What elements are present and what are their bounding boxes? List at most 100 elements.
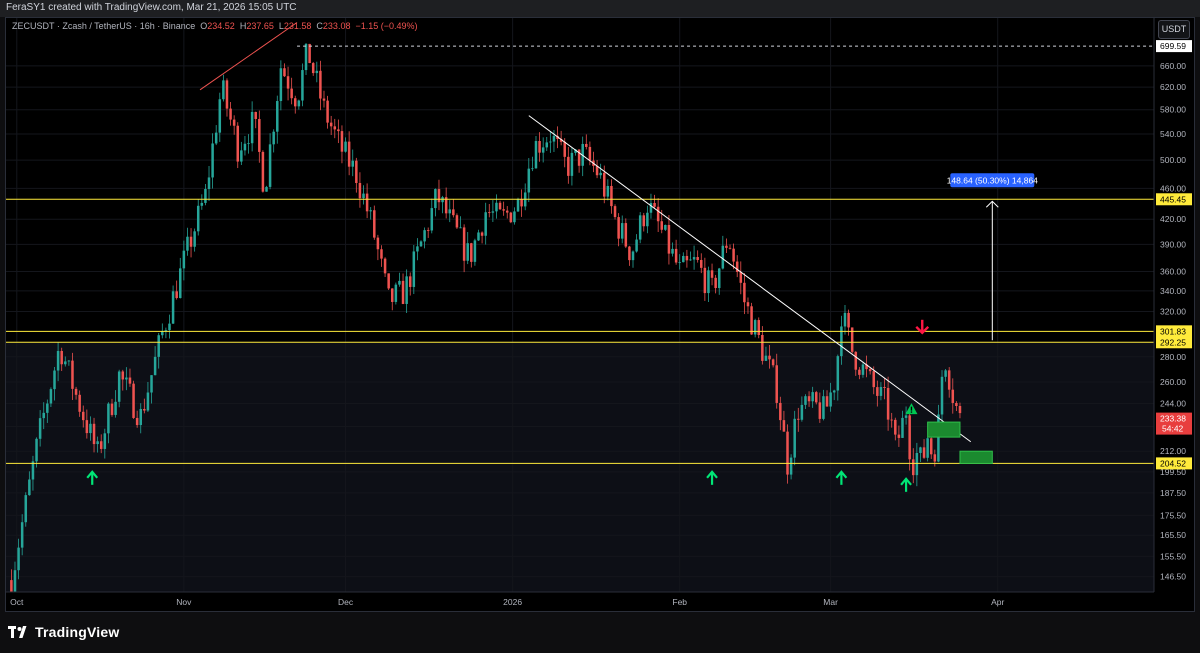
candle-body: [710, 270, 714, 278]
chart-frame[interactable]: 148.64 (50.30%) 14,864 660.00 620.00 580.00…: [5, 17, 1195, 612]
support-arrow-head: [706, 470, 718, 479]
candle-body: [940, 376, 944, 415]
candle-body: [951, 389, 955, 403]
candle-body: [656, 206, 660, 222]
candle-body: [516, 199, 520, 212]
candle-body: [380, 249, 383, 259]
price-axis: 660.00 620.00 580.00 540.00 500.00 460.00 420.…: [1153, 18, 1194, 611]
candle-body: [541, 147, 545, 153]
candle-body: [462, 227, 466, 261]
candle-body: [171, 291, 175, 324]
candle-body: [477, 232, 480, 241]
price-axis-bg: [1154, 18, 1194, 611]
candle-body: [814, 392, 818, 403]
candle-body: [933, 454, 937, 462]
candle-body: [71, 360, 74, 389]
low-value: 231.58: [283, 21, 312, 31]
candle-body: [448, 209, 452, 214]
candle-body: [362, 193, 365, 199]
candle-body: [143, 408, 146, 411]
candle-body: [56, 350, 60, 371]
candle-body: [520, 199, 523, 207]
candle-body: [179, 268, 182, 299]
candle-body: [915, 452, 919, 476]
candle-body: [876, 387, 879, 396]
level-price-tag: [1156, 40, 1192, 53]
candle-body: [13, 570, 17, 596]
candle-body: [872, 371, 875, 388]
symbol-info-line: ZECUSDT · Zcash / TetherUS · 16h · Binan…: [12, 21, 418, 31]
support-arrow-head: [900, 477, 912, 486]
candle-body: [721, 245, 725, 269]
candle-body: [746, 302, 750, 307]
high-label: H: [239, 21, 247, 31]
last-price-label: 233.38: [1160, 414, 1186, 424]
candle-body: [937, 414, 940, 462]
candle-body: [229, 108, 232, 120]
candle-body: [74, 388, 78, 395]
candle-body: [613, 206, 617, 218]
candle-body: [843, 312, 847, 327]
price-tick-label: 155.50: [1160, 551, 1186, 561]
candle-body: [926, 438, 929, 458]
candle-body: [319, 70, 322, 99]
candle-body: [897, 434, 901, 438]
candle-body: [743, 282, 746, 303]
price-tick-label: 420.00: [1160, 214, 1186, 224]
candle-body: [574, 149, 577, 153]
candle-body: [868, 369, 872, 372]
price-tick-label: 500.00: [1160, 155, 1186, 165]
candle-body: [304, 43, 308, 71]
candle-body: [326, 100, 329, 123]
candle-body: [207, 177, 211, 190]
candle-body: [545, 142, 549, 148]
candle-body: [473, 240, 477, 262]
candle-body: [193, 231, 196, 247]
price-tick-label: 146.50: [1160, 572, 1186, 582]
trendlines: [199, 22, 972, 443]
candle-body: [186, 236, 189, 251]
level-price-tag: [1156, 457, 1192, 470]
candle-body: [35, 438, 38, 462]
candle-body: [667, 224, 671, 254]
candle-body: [717, 268, 721, 289]
candle-body: [10, 580, 13, 596]
currency-button[interactable]: USDT: [1158, 20, 1190, 39]
level-price-tag: [1156, 193, 1192, 206]
candle-body: [764, 355, 768, 361]
candle-body: [114, 401, 117, 415]
candle-body: [225, 80, 229, 109]
price-tick-label: 390.00: [1160, 239, 1186, 249]
candle-body: [89, 423, 92, 434]
candle-body: [434, 189, 437, 209]
candle-body: [922, 447, 926, 458]
candle-body: [822, 396, 825, 419]
candle-body: [552, 135, 556, 142]
candle-body: [628, 246, 631, 261]
candle-body: [301, 70, 304, 101]
candle-body: [599, 172, 602, 176]
warning-icon-dot: [910, 411, 913, 413]
candle-body: [232, 119, 236, 126]
candle-body: [236, 125, 240, 162]
candle-body: [265, 186, 268, 192]
candle-body: [703, 267, 707, 294]
price-tick-label: 660.00: [1160, 61, 1186, 71]
candle-body: [430, 208, 434, 231]
time-tick-label: Mar: [823, 597, 838, 607]
price-chart[interactable]: 148.64 (50.30%) 14,864 660.00 620.00 580.00…: [6, 18, 1194, 611]
candle-body: [153, 356, 157, 376]
candle-body: [531, 168, 534, 170]
candle-body: [49, 389, 53, 404]
price-tick-label: 580.00: [1160, 105, 1186, 115]
footer-bar: TradingView: [0, 612, 1200, 653]
candle-body: [452, 209, 455, 216]
trendline: [199, 22, 298, 91]
time-tick-label: 2026: [503, 597, 522, 607]
candle-body: [700, 259, 703, 268]
candle-body: [955, 402, 958, 406]
candle-body: [175, 291, 178, 299]
candle-body: [947, 370, 951, 390]
level-price-tag-label: 204.52: [1160, 458, 1186, 468]
candle-body: [488, 212, 491, 214]
